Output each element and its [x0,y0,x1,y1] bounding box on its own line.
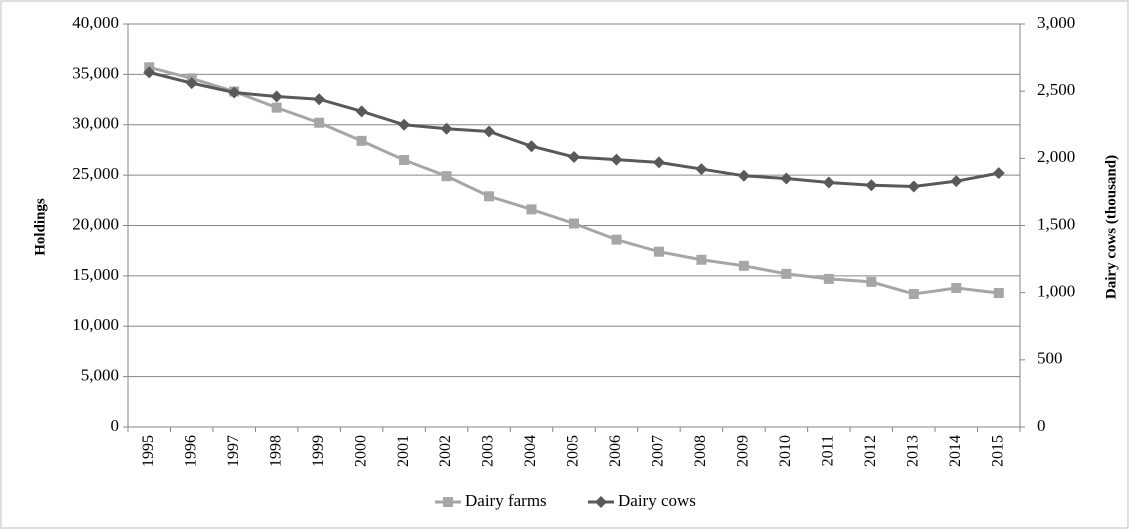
data-point [696,254,707,265]
data-point [228,86,241,99]
y-tick-label: 15,000 [72,265,119,284]
data-point [313,93,326,106]
x-tick-label: 1995 [140,435,157,467]
data-point [526,204,537,215]
legend-label: Dairy cows [618,491,696,510]
data-point [356,135,367,146]
data-point [907,180,920,193]
data-point [992,167,1005,180]
y-tick-label: 40,000 [72,13,119,32]
data-point [780,172,793,185]
data-point [271,102,282,113]
x-tick-label: 2012 [862,435,879,467]
y2-tick-label: 2,000 [1037,147,1075,166]
x-tick-label: 2011 [820,435,837,466]
x-tick-label: 2013 [904,435,921,467]
y-tick-label: 35,000 [72,63,119,82]
y2-tick-label: 2,500 [1037,80,1075,99]
data-point [652,156,665,169]
data-point [568,150,580,163]
y2-tick-label: 1,000 [1037,282,1075,301]
data-point [611,234,622,245]
y-tick-label: 25,000 [72,164,119,183]
data-point [143,66,156,79]
legend-marker [595,496,607,508]
y-axis-title: Holdings [32,198,48,256]
x-tick-label: 2002 [437,435,454,467]
y2-tick-label: 0 [1037,416,1046,435]
data-point [865,179,878,192]
data-point [908,289,919,300]
x-tick-label: 1999 [310,435,327,467]
x-tick-label: 2004 [522,435,539,467]
data-point [653,246,664,257]
x-tick-label: 2014 [947,435,964,467]
y2-tick-label: 3,000 [1037,13,1075,32]
data-point [398,118,411,131]
y-tick-label: 0 [111,416,120,435]
x-tick-label: 2007 [650,435,667,467]
x-tick-label: 2003 [480,435,497,467]
data-point [569,218,579,229]
data-point [823,273,834,284]
data-point [185,77,198,90]
data-point [781,268,792,279]
legend-marker [443,497,453,507]
data-point [950,175,963,188]
x-tick-label: 1997 [225,435,242,467]
data-point [440,122,453,135]
x-tick-label: 1998 [267,435,284,467]
data-point [525,140,538,153]
data-point [737,169,750,182]
data-point [399,155,410,166]
legend-label: Dairy farms [465,491,547,510]
x-tick-label: 2010 [777,435,794,467]
y-tick-label: 5,000 [81,366,119,385]
x-tick-label: 2015 [989,435,1006,467]
x-tick-label: 1996 [182,435,199,467]
x-tick-label: 2006 [607,435,624,467]
y-tick-label: 20,000 [72,214,119,233]
y-tick-label: 10,000 [72,315,119,334]
data-point [441,171,452,182]
data-point [695,163,708,176]
x-tick-label: 2001 [395,435,412,467]
x-tick-label: 2008 [692,435,709,467]
data-point [866,276,877,287]
data-point [951,282,962,293]
y2-axis-title: Dairy cows (thousand) [1103,155,1119,299]
data-point [738,260,749,271]
data-point [993,288,1004,299]
data-point [355,105,368,118]
y-tick-label: 30,000 [72,114,119,133]
data-point [483,125,496,138]
x-tick-label: 2009 [735,435,752,467]
x-tick-label: 2005 [565,435,582,467]
y2-tick-label: 1,500 [1037,214,1075,233]
data-point [314,117,325,128]
y2-tick-label: 500 [1037,349,1063,368]
data-point [610,153,623,166]
data-point [822,176,835,189]
x-tick-label: 2000 [352,435,369,467]
data-point [270,90,283,103]
data-point [484,191,495,202]
